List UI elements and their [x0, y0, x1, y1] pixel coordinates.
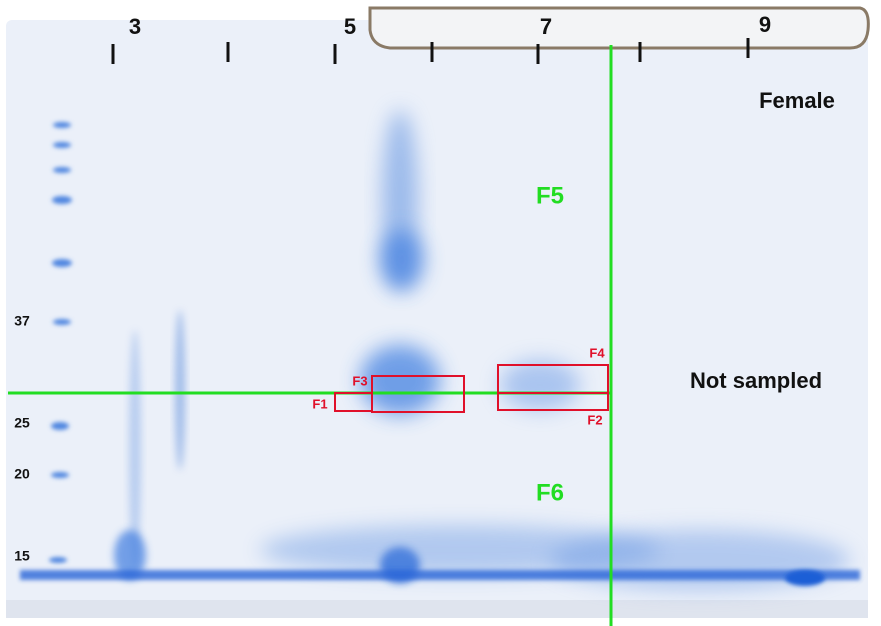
ladder-band	[49, 557, 67, 563]
spot-label: F4	[589, 345, 605, 360]
ladder-band	[53, 142, 71, 148]
fraction-label: F6	[536, 479, 564, 506]
spot-label: F3	[352, 373, 367, 388]
ph-label: 9	[759, 12, 771, 37]
spot-smear	[380, 230, 424, 290]
ladder-band	[51, 472, 69, 478]
ladder-band	[53, 319, 71, 325]
unsampled-label: Not sampled	[690, 368, 822, 393]
ladder-band	[53, 167, 71, 173]
gel-bottom	[6, 600, 868, 618]
spot	[785, 570, 825, 586]
mw-label: 15	[14, 548, 30, 564]
ph-label: 5	[344, 14, 356, 39]
ladder-band	[51, 422, 69, 430]
gel-cut	[370, 8, 868, 48]
fraction-label: F5	[536, 182, 564, 209]
spot-cluster	[500, 360, 580, 410]
dye-front	[20, 570, 860, 580]
sex-label: Female	[759, 88, 835, 113]
smear	[260, 525, 660, 575]
mw-label: 20	[14, 466, 30, 482]
ladder-band	[52, 196, 72, 204]
ph-label: 7	[540, 14, 552, 39]
ladder-band	[53, 122, 71, 128]
page: {"ph_labels": ["3", "5", "7", "9"], "mw_…	[0, 0, 881, 626]
ph-label: 3	[129, 14, 141, 39]
mw-label: 25	[14, 415, 30, 431]
mw-label: 37	[14, 313, 30, 329]
streak	[175, 310, 185, 470]
spot-label: F2	[587, 412, 602, 427]
gel-figure: 3 5 7 9 37 25 20 15 F1 F2 F3 F4 F5 F6 Fe…	[0, 0, 881, 626]
spot-label: F1	[312, 396, 327, 411]
ladder-band	[52, 259, 72, 267]
